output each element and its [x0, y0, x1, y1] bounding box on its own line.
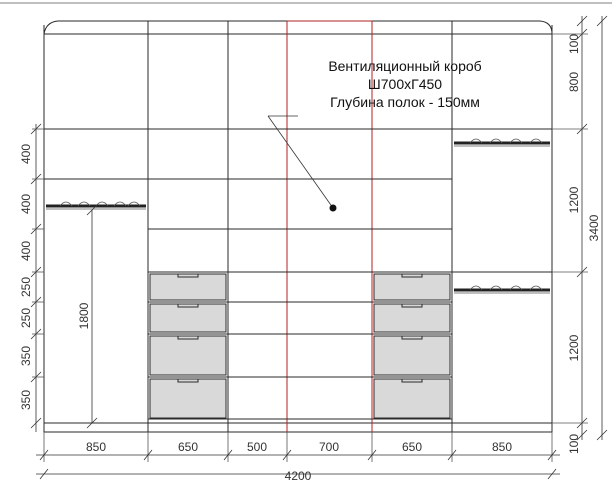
leader-dot	[329, 204, 337, 212]
handle-left-3	[177, 336, 199, 340]
inner-dim-label: 1800	[77, 302, 91, 329]
hanging-rod-right-top	[454, 138, 550, 147]
right-dim-2: 800	[567, 72, 581, 92]
left-dim-7: 350	[19, 390, 33, 410]
handle-left-1	[177, 274, 199, 278]
total-width-dimension	[36, 468, 560, 480]
drawer-right-4	[373, 378, 451, 419]
drawer-right-1	[373, 273, 451, 301]
drawer-left-1	[149, 273, 227, 301]
left-dimension-chain	[30, 123, 44, 432]
right-dim-3: 1200	[567, 186, 581, 213]
note-line-1: Вентиляционный короб	[328, 58, 481, 74]
right-dim-4: 1200	[567, 334, 581, 361]
drawer-right-2	[373, 303, 451, 333]
right-dim-1: 100	[567, 34, 581, 54]
drawer-left-4	[149, 378, 227, 419]
total-width-label: 4200	[285, 469, 312, 483]
dim-850-left: 850	[86, 440, 106, 454]
dim-700: 700	[319, 440, 339, 454]
cabinet-top-rounded	[43, 20, 553, 35]
note-line-2: Ш700хГ450	[368, 76, 442, 92]
handle-right-2	[401, 304, 423, 308]
left-dim-5: 250	[19, 308, 33, 328]
dim-850-right: 850	[492, 440, 512, 454]
left-dim-2: 400	[19, 194, 33, 214]
bottom-dimension-chain	[36, 432, 560, 462]
drawers-left	[149, 273, 227, 419]
leader-line	[267, 115, 334, 209]
handle-left-4	[177, 379, 199, 383]
left-dim-1: 400	[19, 144, 33, 164]
handle-left-2	[177, 304, 199, 308]
right-dim-5: 100	[567, 434, 581, 454]
dim-500: 500	[247, 440, 267, 454]
dim-650-left: 650	[178, 440, 198, 454]
handle-right-3	[401, 336, 423, 340]
drawer-left-2	[149, 303, 227, 333]
dim-650-right: 650	[402, 440, 422, 454]
drawer-left-3	[149, 335, 227, 376]
handle-right-1	[401, 274, 423, 278]
left-dim-4: 250	[19, 277, 33, 297]
cabinet-frame	[43, 25, 553, 433]
left-dim-6: 350	[19, 346, 33, 366]
hanging-rod-right-bottom	[454, 285, 550, 294]
total-height-label: 3400	[587, 214, 601, 241]
left-dim-3: 400	[19, 241, 33, 261]
drawers-right	[373, 273, 451, 419]
drawer-right-3	[373, 335, 451, 376]
handle-right-4	[401, 379, 423, 383]
right-dimension-chain	[552, 15, 608, 441]
note-line-3: Глубина полок - 150мм	[330, 94, 480, 110]
